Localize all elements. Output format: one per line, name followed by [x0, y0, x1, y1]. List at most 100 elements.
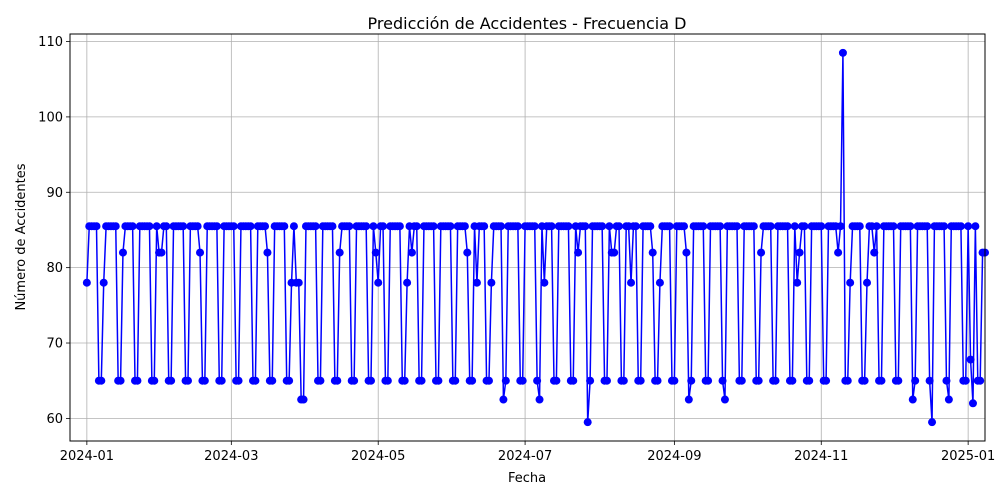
- data-point: [261, 222, 270, 231]
- data-point: [940, 222, 949, 231]
- data-point: [383, 376, 392, 385]
- data-point: [212, 222, 221, 231]
- data-point: [460, 222, 469, 231]
- data-point: [843, 376, 852, 385]
- data-point: [167, 376, 176, 385]
- data-point: [434, 376, 443, 385]
- data-point: [552, 376, 561, 385]
- data-point: [193, 222, 202, 231]
- data-point: [928, 418, 937, 427]
- data-point: [196, 248, 205, 257]
- data-point: [574, 248, 583, 257]
- data-point: [805, 376, 814, 385]
- data-point: [872, 222, 881, 231]
- data-point: [116, 376, 125, 385]
- data-point: [783, 222, 792, 231]
- data-point: [145, 222, 154, 231]
- data-point: [345, 222, 354, 231]
- data-point: [162, 222, 171, 231]
- data-point: [636, 376, 645, 385]
- data-point: [648, 248, 657, 257]
- data-point: [285, 376, 294, 385]
- x-tick-label: 2024-09: [647, 449, 701, 464]
- data-point: [615, 222, 623, 231]
- data-point: [183, 376, 192, 385]
- data-point: [417, 376, 426, 385]
- data-point: [908, 395, 917, 404]
- data-point: [299, 395, 308, 404]
- x-tick-label: 2024-07: [498, 449, 552, 464]
- data-point: [234, 376, 243, 385]
- x-axis: 2024-01 2024-03 2024-05 2024-07 2024-09 2024-…: [60, 441, 995, 464]
- data-point: [229, 222, 238, 231]
- data-point: [92, 222, 101, 231]
- data-point: [362, 222, 371, 231]
- data-point: [598, 222, 607, 231]
- data-point: [569, 376, 578, 385]
- data-point: [289, 222, 298, 231]
- data-point: [610, 248, 619, 257]
- data-point: [627, 278, 636, 287]
- data-point: [964, 222, 973, 231]
- data-point: [480, 222, 489, 231]
- data-point: [749, 222, 758, 231]
- data-point: [583, 418, 592, 427]
- y-tick-label: 100: [38, 110, 63, 125]
- data-point: [294, 278, 303, 287]
- data-point: [133, 376, 142, 385]
- data-point: [311, 222, 320, 231]
- data-point: [956, 222, 965, 231]
- data-point: [894, 376, 903, 385]
- data-point: [771, 376, 780, 385]
- data-point: [720, 395, 729, 404]
- data-point: [446, 222, 455, 231]
- data-point: [718, 376, 727, 385]
- data-point: [682, 248, 691, 257]
- y-axis-label: Número de Accidentes: [14, 163, 29, 310]
- data-point: [374, 278, 383, 287]
- data-point: [665, 222, 674, 231]
- data-point: [631, 222, 640, 231]
- data-point: [535, 395, 544, 404]
- data-point: [795, 248, 804, 257]
- data-point: [487, 278, 496, 287]
- data-point: [923, 222, 932, 231]
- data-point: [407, 248, 416, 257]
- data-point: [925, 376, 934, 385]
- data-point: [619, 376, 628, 385]
- data-point: [369, 222, 378, 231]
- x-tick-label: 2025-01: [941, 449, 995, 464]
- data-point: [860, 376, 869, 385]
- x-tick-label: 2024-01: [60, 449, 114, 464]
- data-point: [99, 278, 108, 287]
- data-point: [684, 395, 693, 404]
- data-point: [976, 376, 985, 385]
- y-tick-label: 70: [46, 337, 63, 352]
- data-point: [501, 376, 510, 385]
- data-point: [687, 376, 696, 385]
- data-point: [400, 376, 409, 385]
- data-point: [968, 399, 977, 408]
- data-point: [217, 376, 226, 385]
- data-point: [280, 222, 289, 231]
- data-point: [838, 48, 847, 57]
- data-point: [971, 222, 980, 231]
- data-point: [246, 222, 255, 231]
- data-point: [152, 222, 161, 231]
- data-point: [111, 222, 120, 231]
- y-tick-label: 90: [46, 186, 63, 201]
- data-point: [547, 222, 556, 231]
- data-point: [350, 376, 359, 385]
- x-tick-label: 2024-03: [204, 449, 258, 464]
- data-point: [911, 376, 920, 385]
- data-point: [118, 248, 127, 257]
- data-point: [429, 222, 438, 231]
- data-point: [737, 376, 746, 385]
- data-point: [942, 376, 951, 385]
- data-point: [150, 376, 159, 385]
- series-layer: [82, 48, 989, 427]
- data-point: [366, 376, 375, 385]
- chart-title: Predicción de Accidentes - Frecuencia D: [368, 14, 687, 33]
- data-point: [540, 278, 549, 287]
